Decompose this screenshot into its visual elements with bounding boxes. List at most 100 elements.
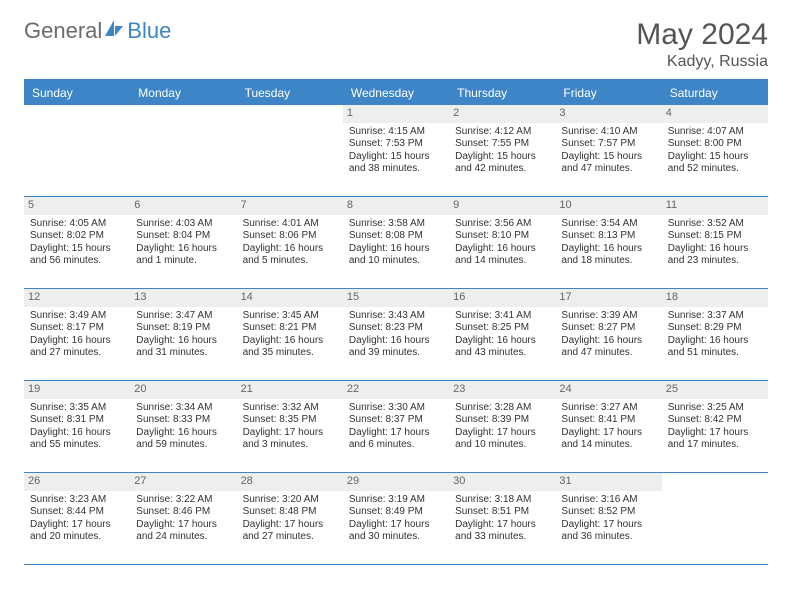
sunrise-line: Sunrise: 3:22 AM: [136, 494, 230, 507]
sunset-line: Sunset: 8:00 PM: [668, 138, 762, 151]
sunrise-line: Sunrise: 3:18 AM: [455, 494, 549, 507]
day-number: 13: [130, 289, 236, 307]
brand-logo: General Blue: [24, 18, 171, 44]
day-number: 27: [130, 473, 236, 491]
daylight-line: Daylight: 17 hours and 10 minutes.: [455, 427, 549, 452]
sunset-line: Sunset: 7:53 PM: [349, 138, 443, 151]
calendar-cell: 2Sunrise: 4:12 AMSunset: 7:55 PMDaylight…: [449, 105, 555, 196]
calendar-week: 12Sunrise: 3:49 AMSunset: 8:17 PMDayligh…: [24, 289, 768, 381]
calendar-cell: 27Sunrise: 3:22 AMSunset: 8:46 PMDayligh…: [130, 473, 236, 564]
daylight-line: Daylight: 16 hours and 51 minutes.: [668, 335, 762, 360]
sunset-line: Sunset: 8:17 PM: [30, 322, 124, 335]
calendar-cell: 8Sunrise: 3:58 AMSunset: 8:08 PMDaylight…: [343, 197, 449, 288]
daylight-line: Daylight: 16 hours and 10 minutes.: [349, 243, 443, 268]
sunset-line: Sunset: 8:52 PM: [561, 506, 655, 519]
page-location: Kadyy, Russia: [636, 53, 768, 71]
calendar-cell: 26Sunrise: 3:23 AMSunset: 8:44 PMDayligh…: [24, 473, 130, 564]
sunset-line: Sunset: 8:42 PM: [668, 414, 762, 427]
day-number: 29: [343, 473, 449, 491]
sunset-line: Sunset: 8:48 PM: [243, 506, 337, 519]
sunrise-line: Sunrise: 3:16 AM: [561, 494, 655, 507]
daylight-line: Daylight: 15 hours and 56 minutes.: [30, 243, 124, 268]
day-number: 14: [237, 289, 343, 307]
calendar-cell: 29Sunrise: 3:19 AMSunset: 8:49 PMDayligh…: [343, 473, 449, 564]
calendar-cell: 30Sunrise: 3:18 AMSunset: 8:51 PMDayligh…: [449, 473, 555, 564]
sunrise-line: Sunrise: 3:56 AM: [455, 218, 549, 231]
day-number: 8: [343, 197, 449, 215]
sunset-line: Sunset: 8:31 PM: [30, 414, 124, 427]
day-number: 17: [555, 289, 661, 307]
daylight-line: Daylight: 16 hours and 23 minutes.: [668, 243, 762, 268]
day-number: 3: [555, 105, 661, 123]
calendar-cell: 17Sunrise: 3:39 AMSunset: 8:27 PMDayligh…: [555, 289, 661, 380]
calendar-week: 1Sunrise: 4:15 AMSunset: 7:53 PMDaylight…: [24, 105, 768, 197]
calendar-cell: 22Sunrise: 3:30 AMSunset: 8:37 PMDayligh…: [343, 381, 449, 472]
sunset-line: Sunset: 8:19 PM: [136, 322, 230, 335]
day-number: 12: [24, 289, 130, 307]
day-number: 4: [662, 105, 768, 123]
daylight-line: Daylight: 16 hours and 1 minute.: [136, 243, 230, 268]
brand-blue: Blue: [127, 18, 171, 44]
sunset-line: Sunset: 8:29 PM: [668, 322, 762, 335]
calendar-cell: 7Sunrise: 4:01 AMSunset: 8:06 PMDaylight…: [237, 197, 343, 288]
day-number: 25: [662, 381, 768, 399]
calendar: SundayMondayTuesdayWednesdayThursdayFrid…: [24, 79, 768, 565]
day-number: 10: [555, 197, 661, 215]
sunrise-line: Sunrise: 3:58 AM: [349, 218, 443, 231]
daylight-line: Daylight: 16 hours and 27 minutes.: [30, 335, 124, 360]
calendar-cell: 12 Sunrise: 3:49 AMSunset: 8:17 PMDayligh…: [24, 289, 130, 380]
sunset-line: Sunset: 8:15 PM: [668, 230, 762, 243]
sunrise-line: Sunrise: 3:30 AM: [349, 402, 443, 415]
calendar-cell: 10Sunrise: 3:54 AMSunset: 8:13 PMDayligh…: [555, 197, 661, 288]
daylight-line: Daylight: 16 hours and 18 minutes.: [561, 243, 655, 268]
sunrise-line: Sunrise: 3:25 AM: [668, 402, 762, 415]
daylight-line: Daylight: 17 hours and 20 minutes.: [30, 519, 124, 544]
brand-general: General: [24, 18, 102, 44]
sunset-line: Sunset: 8:27 PM: [561, 322, 655, 335]
sunset-line: Sunset: 8:33 PM: [136, 414, 230, 427]
sunset-line: Sunset: 8:37 PM: [349, 414, 443, 427]
sunrise-line: Sunrise: 3:49 AM: [30, 310, 124, 323]
day-header: Friday: [555, 81, 661, 105]
calendar-week: 5Sunrise: 4:05 AMSunset: 8:02 PMDaylight…: [24, 197, 768, 289]
calendar-cell: 14Sunrise: 3:45 AMSunset: 8:21 PMDayligh…: [237, 289, 343, 380]
daylight-line: Daylight: 16 hours and 55 minutes.: [30, 427, 124, 452]
daylight-line: Daylight: 17 hours and 17 minutes.: [668, 427, 762, 452]
calendar-cell: 15Sunrise: 3:43 AMSunset: 8:23 PMDayligh…: [343, 289, 449, 380]
day-number: 19: [24, 381, 130, 399]
calendar-cell: 25 Sunrise: 3:25 AMSunset: 8:42 PMDayligh…: [662, 381, 768, 472]
day-number: 22: [343, 381, 449, 399]
daylight-line: Daylight: 17 hours and 33 minutes.: [455, 519, 549, 544]
daylight-line: Daylight: 16 hours and 47 minutes.: [561, 335, 655, 360]
sunrise-line: Sunrise: 3:28 AM: [455, 402, 549, 415]
calendar-cell: 3Sunrise: 4:10 AMSunset: 7:57 PMDaylight…: [555, 105, 661, 196]
sunset-line: Sunset: 8:49 PM: [349, 506, 443, 519]
day-number: 11: [662, 197, 768, 215]
calendar-cell: [237, 105, 343, 196]
sunrise-line: Sunrise: 3:32 AM: [243, 402, 337, 415]
daylight-line: Daylight: 17 hours and 27 minutes.: [243, 519, 337, 544]
day-number: 28: [237, 473, 343, 491]
sunrise-line: Sunrise: 3:19 AM: [349, 494, 443, 507]
sunset-line: Sunset: 8:21 PM: [243, 322, 337, 335]
sunset-line: Sunset: 8:46 PM: [136, 506, 230, 519]
calendar-cell: 16Sunrise: 3:41 AMSunset: 8:25 PMDayligh…: [449, 289, 555, 380]
calendar-week: 19Sunrise: 3:35 AMSunset: 8:31 PMDayligh…: [24, 381, 768, 473]
sunrise-line: Sunrise: 3:41 AM: [455, 310, 549, 323]
daylight-line: Daylight: 16 hours and 43 minutes.: [455, 335, 549, 360]
calendar-day-header: SundayMondayTuesdayWednesdayThursdayFrid…: [24, 81, 768, 105]
day-number: 23: [449, 381, 555, 399]
sunrise-line: Sunrise: 3:47 AM: [136, 310, 230, 323]
day-number: 2: [449, 105, 555, 123]
day-header: Saturday: [662, 81, 768, 105]
sunset-line: Sunset: 8:04 PM: [136, 230, 230, 243]
calendar-cell: 9Sunrise: 3:56 AMSunset: 8:10 PMDaylight…: [449, 197, 555, 288]
day-header: Tuesday: [237, 81, 343, 105]
sunrise-line: Sunrise: 3:23 AM: [30, 494, 124, 507]
calendar-cell: 4Sunrise: 4:07 AMSunset: 8:00 PMDaylight…: [662, 105, 768, 196]
title-block: May 2024 Kadyy, Russia: [636, 18, 768, 71]
daylight-line: Daylight: 16 hours and 39 minutes.: [349, 335, 443, 360]
sunrise-line: Sunrise: 4:10 AM: [561, 126, 655, 139]
daylight-line: Daylight: 17 hours and 36 minutes.: [561, 519, 655, 544]
sunset-line: Sunset: 7:55 PM: [455, 138, 549, 151]
